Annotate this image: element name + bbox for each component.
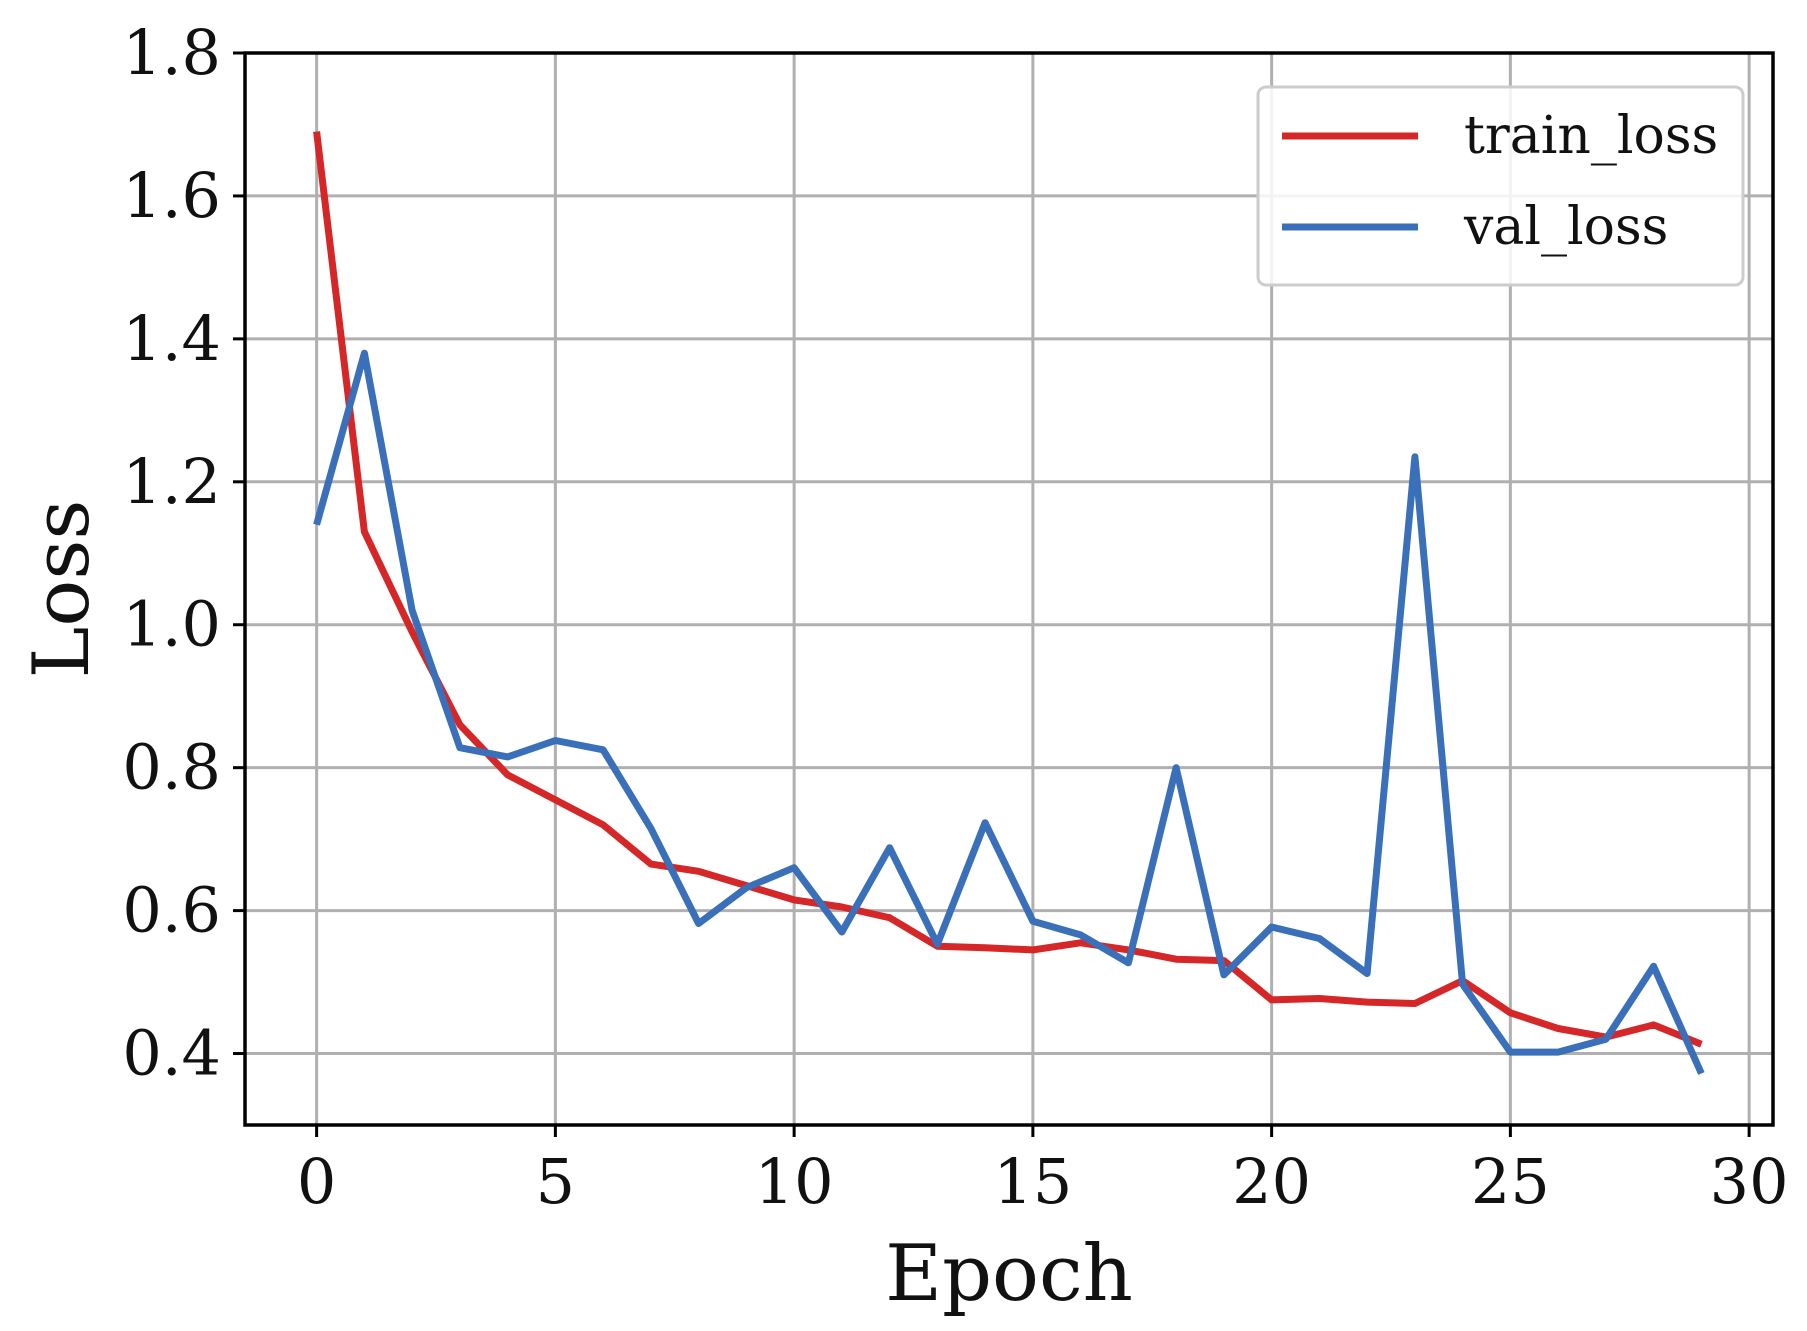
- y-tick-label: 0.6: [122, 874, 221, 947]
- series-line-train-loss: [313, 131, 1703, 1048]
- axes-frame: [243, 51, 1775, 1127]
- x-tick-label: 5: [536, 1145, 575, 1218]
- x-tick-label: 30: [1710, 1145, 1789, 1218]
- x-tick-label: 20: [1232, 1145, 1311, 1218]
- y-tick-label: 1.0: [122, 588, 221, 661]
- series-lines: [313, 131, 1705, 1075]
- y-tick-label: 1.8: [122, 16, 221, 89]
- y-axis-title: Loss: [17, 500, 107, 679]
- y-tick-label: 0.4: [122, 1017, 221, 1090]
- series-line-val-loss: [313, 349, 1705, 1075]
- y-tick-label: 1.6: [122, 159, 221, 232]
- axis-ticks: 0 5 10 15 20 25 30 0.4 0.6 0.8 1.0 1.2 1.4 1.6 1.8: [122, 16, 1788, 1218]
- y-tick-label: 0.8: [122, 731, 221, 804]
- x-axis-title: Epoch: [885, 1229, 1133, 1319]
- legend: train_loss val_loss: [1256, 85, 1745, 287]
- y-tick-label: 1.2: [122, 445, 221, 518]
- x-tick-label: 15: [993, 1145, 1072, 1218]
- legend-label-train-loss: train_loss: [1464, 106, 1718, 166]
- y-tick-label: 1.4: [122, 302, 221, 375]
- x-tick-label: 25: [1471, 1145, 1550, 1218]
- x-tick-label: 0: [297, 1145, 336, 1218]
- legend-label-val-loss: val_loss: [1463, 197, 1668, 257]
- x-tick-label: 10: [755, 1145, 834, 1218]
